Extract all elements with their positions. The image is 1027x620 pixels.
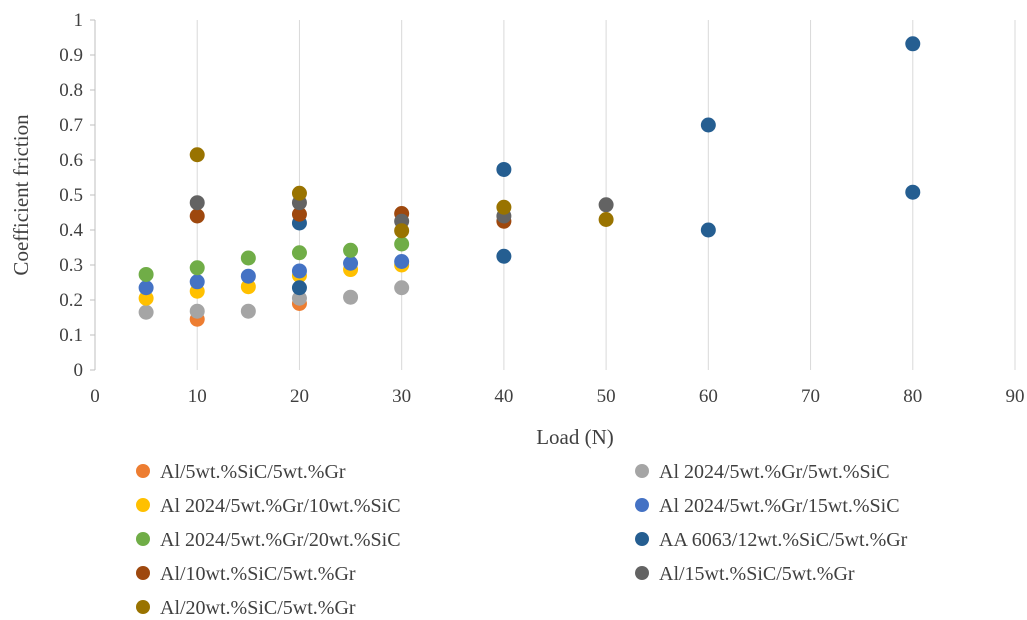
data-point: [343, 242, 359, 258]
legend-label: Al/10wt.%SiC/5wt.%Gr: [160, 563, 356, 585]
legend-marker: [635, 464, 649, 478]
y-tick-label: 0.9: [59, 45, 83, 66]
data-point: [598, 212, 614, 227]
data-point: [905, 184, 921, 200]
data-point: [343, 289, 359, 305]
data-point: [343, 255, 359, 271]
y-tick-label: 0.6: [59, 150, 83, 171]
y-tick-label: 1: [74, 10, 84, 31]
x-tick-label: 60: [699, 386, 718, 407]
legend-marker: [136, 464, 150, 478]
y-tick-label: 0.5: [59, 185, 83, 206]
x-tick-label: 50: [597, 386, 616, 407]
data-point: [138, 266, 154, 282]
data-point: [905, 36, 921, 52]
data-point: [138, 280, 154, 296]
x-tick-label: 40: [494, 386, 513, 407]
data-point: [291, 206, 307, 222]
data-point: [240, 279, 256, 295]
x-tick-label: 30: [392, 386, 411, 407]
data-point: [291, 185, 307, 201]
data-point: [189, 147, 205, 163]
y-tick-label: 0.8: [59, 80, 83, 101]
x-axis-title: Load (N): [536, 425, 614, 449]
axes: 00.10.20.30.40.50.60.70.80.910 10 20 30 40 50…: [59, 10, 1024, 407]
data-point: [189, 195, 205, 211]
legend-marker: [635, 566, 649, 580]
legend-label: AA 6063/12wt.%SiC/5wt.%Gr: [659, 529, 908, 551]
legend-marker: [136, 532, 150, 546]
y-tick-label: 0.4: [59, 220, 83, 241]
data-point: [394, 236, 410, 252]
y-tick-label: 0.1: [59, 325, 83, 346]
legend-label: Al/20wt.%SiC/5wt.%Gr: [160, 597, 356, 619]
data-point: [240, 268, 256, 284]
data-point: [189, 303, 205, 319]
data-point: [598, 197, 614, 213]
x-tick-label: 0: [90, 386, 100, 407]
data-point: [189, 208, 205, 224]
data-point: [240, 250, 256, 266]
data-point: [138, 290, 154, 306]
gridlines: [196, 20, 1016, 370]
data-point: [394, 254, 410, 269]
data-point: [189, 260, 205, 276]
data-point: [291, 280, 307, 296]
y-axis-title: Coefficient friction: [9, 114, 33, 276]
data-point: [291, 245, 307, 261]
x-tick-label: 70: [801, 386, 820, 407]
x-tick-label: 20: [290, 386, 309, 407]
data-point: [138, 304, 154, 320]
data-point: [291, 263, 307, 279]
data-point: [291, 290, 307, 306]
legend-marker: [635, 532, 649, 546]
data-point: [496, 248, 512, 264]
data-point: [394, 223, 410, 239]
legend-marker: [635, 498, 649, 512]
data-points: [138, 36, 921, 327]
data-point: [240, 303, 256, 319]
legend-label: Al/5wt.%SiC/5wt.%Gr: [160, 461, 346, 483]
x-tick-label: 10: [188, 386, 207, 407]
data-point: [496, 161, 512, 177]
legend-marker: [136, 498, 150, 512]
legend-marker: [136, 566, 150, 580]
y-tick-label: 0.3: [59, 255, 83, 276]
legend-marker: [136, 600, 150, 614]
y-tick-label: 0: [74, 360, 84, 381]
y-tick-label: 0.2: [59, 290, 83, 311]
legend-label: Al 2024/5wt.%Gr/5wt.%SiC: [659, 461, 890, 483]
x-tick-label: 90: [1006, 386, 1025, 407]
data-point: [496, 199, 512, 215]
legend-label: Al/15wt.%SiC/5wt.%Gr: [659, 563, 855, 585]
data-point: [700, 222, 716, 238]
legend-label: Al 2024/5wt.%Gr/20wt.%SiC: [160, 529, 401, 551]
data-point: [700, 117, 716, 133]
legend-label: Al 2024/5wt.%Gr/15wt.%SiC: [659, 495, 900, 517]
data-point: [394, 280, 410, 296]
x-tick-label: 80: [903, 386, 922, 407]
y-tick-label: 0.7: [59, 115, 83, 136]
data-point: [189, 274, 205, 290]
legend-label: Al 2024/5wt.%Gr/10wt.%SiC: [160, 495, 401, 517]
legend: Al/5wt.%SiC/5wt.%Gr Al 2024/5wt.%Gr/5wt.%…: [136, 461, 908, 619]
